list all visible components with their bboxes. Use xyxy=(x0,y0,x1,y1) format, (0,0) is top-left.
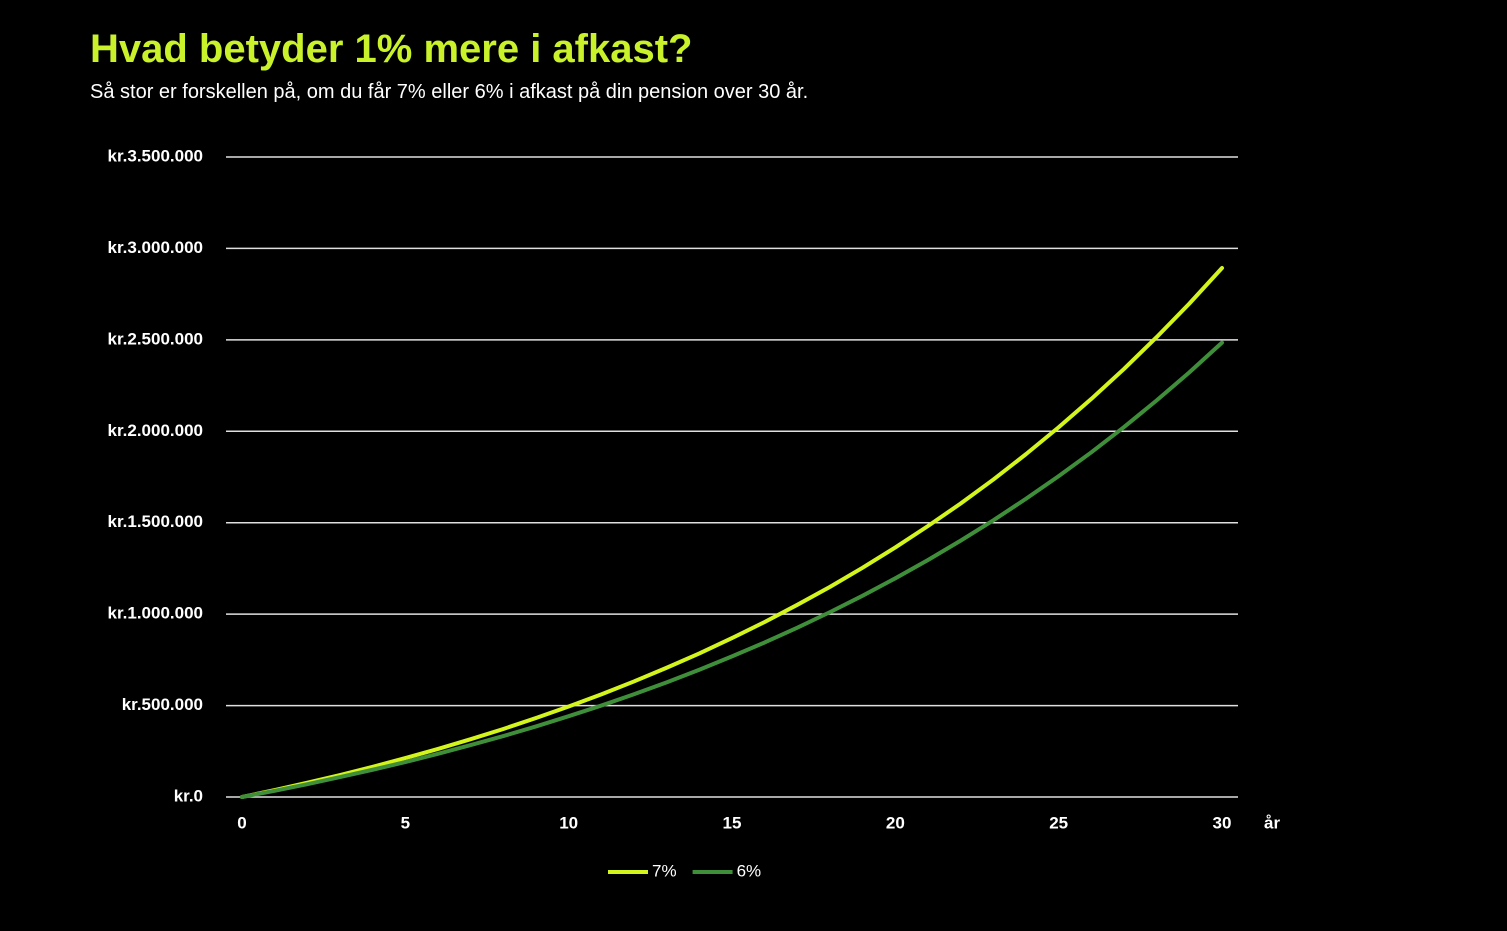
x-axis-label: år xyxy=(1264,813,1280,832)
y-tick-label: kr.1.000.000 xyxy=(108,604,203,623)
legend-label: 7% xyxy=(652,861,677,880)
x-tick-label: 10 xyxy=(559,813,578,832)
y-tick-label: kr.2.000.000 xyxy=(108,421,203,440)
legend-label: 6% xyxy=(737,861,762,880)
x-tick-label: 15 xyxy=(723,813,742,832)
chart-title: Hvad betyder 1% mere i afkast? xyxy=(90,27,692,71)
y-tick-label: kr.1.500.000 xyxy=(108,512,203,531)
y-tick-label: kr.0 xyxy=(174,786,203,805)
y-tick-label: kr.2.500.000 xyxy=(108,329,203,348)
data-line xyxy=(240,340,1224,799)
x-tick-label: 25 xyxy=(1049,813,1068,832)
x-tick-label: 0 xyxy=(237,813,246,832)
chart-subtitle: Så stor er forskellen på, om du får 7% e… xyxy=(90,81,808,103)
y-tick-label: kr.3.000.000 xyxy=(108,238,203,257)
data-line xyxy=(240,265,1224,799)
y-tick-label: kr.500.000 xyxy=(122,695,203,714)
x-tick-label: 20 xyxy=(886,813,905,832)
y-tick-label: kr.3.500.000 xyxy=(108,146,203,165)
x-tick-label: 30 xyxy=(1213,813,1232,832)
x-tick-label: 5 xyxy=(401,813,410,832)
